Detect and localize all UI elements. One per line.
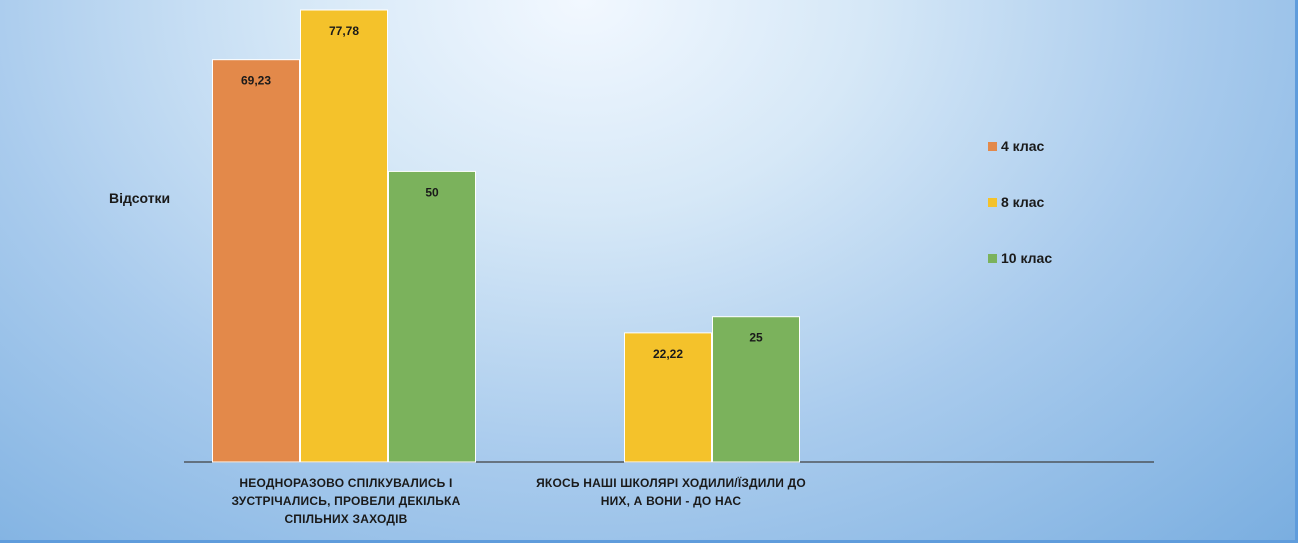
category-label-1-line-2: ЗУСТРІЧАЛИСЬ, ПРОВЕЛИ ДЕКІЛЬКА [231, 494, 461, 508]
data-label-series-2-category-2: 22,22 [653, 347, 683, 361]
legend-item-10-klas: 10 клас [988, 230, 1052, 286]
legend-swatch-4-klas [988, 141, 997, 151]
legend-swatch-10-klas [988, 253, 997, 263]
legend-item-8-klas: 8 клас [988, 174, 1052, 230]
y-axis-label: Відсотки [109, 190, 171, 206]
legend-label-10-klas: 10 клас [1001, 250, 1053, 266]
legend-label-4-klas: 4 клас [1001, 138, 1045, 154]
category-label-1-line-3: СПІЛЬНИХ ЗАХОДІВ [284, 512, 408, 526]
legend-label-8-klas: 8 клас [1001, 194, 1045, 210]
legend-item-4-klas: 4 клас [988, 118, 1052, 174]
category-label-2-line-2: НИХ, А ВОНИ - ДО НАС [600, 494, 742, 508]
legend: 4 клас 8 клас 10 клас [988, 118, 1052, 286]
bar-series-1-category-1 [212, 59, 300, 463]
category-label-2: ЯКОСЬ НАШІ ШКОЛЯРІ ХОДИЛИ/ЇЗДИЛИ ДО НИХ,… [506, 474, 836, 510]
data-label-series-1-category-1: 69,23 [241, 74, 271, 88]
category-label-1: НЕОДНОРАЗОВО СПІЛКУВАЛИСЬ І ЗУСТРІЧАЛИСЬ… [206, 474, 486, 528]
category-label-2-line-1: ЯКОСЬ НАШІ ШКОЛЯРІ ХОДИЛИ/ЇЗДИЛИ ДО [536, 476, 806, 490]
data-label-series-2-category-1: 77,78 [329, 24, 359, 38]
bar-series-3-category-2 [712, 316, 800, 463]
bar-series-2-category-1 [300, 9, 388, 463]
category-label-1-line-1: НЕОДНОРАЗОВО СПІЛКУВАЛИСЬ І [239, 476, 453, 490]
legend-swatch-8-klas [988, 197, 997, 207]
bar-series-3-category-1 [388, 170, 476, 463]
data-label-series-3-category-1: 50 [425, 185, 439, 199]
bar-series-2-category-2 [624, 332, 712, 463]
data-label-series-3-category-2: 25 [749, 331, 763, 345]
